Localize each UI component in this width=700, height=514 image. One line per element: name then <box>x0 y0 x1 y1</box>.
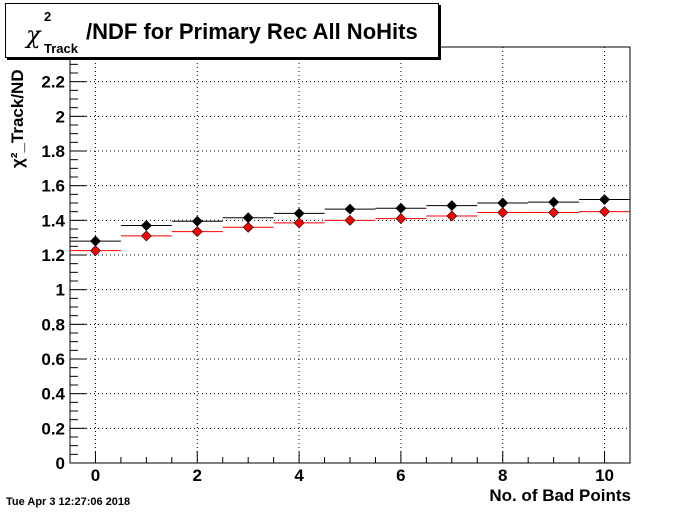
data-point <box>90 235 101 247</box>
data-point <box>395 202 407 214</box>
data-point <box>395 213 407 225</box>
data-marks <box>70 194 630 257</box>
y-axis-label: χ²_Track/ND <box>4 60 44 170</box>
data-point <box>344 203 356 215</box>
data-point <box>140 230 152 242</box>
y-tick-label: 1.6 <box>41 177 65 196</box>
data-point <box>293 207 305 219</box>
title-chi: χ <box>26 21 41 49</box>
title-sup: 2 <box>44 9 52 24</box>
title-main: /NDF for Primary Rec All NoHits <box>86 19 418 44</box>
y-tick-label: 1.4 <box>41 211 65 230</box>
title-sub: Track <box>44 41 78 56</box>
data-point <box>599 206 610 218</box>
y-tick-label: 0.6 <box>41 350 65 369</box>
data-point <box>90 245 101 257</box>
x-tick-label: 6 <box>396 466 405 485</box>
data-point <box>446 210 458 222</box>
data-point <box>242 212 254 224</box>
x-tick-label: 8 <box>498 466 507 485</box>
x-tick-label: 2 <box>193 466 202 485</box>
y-tick-label: 2 <box>56 107 65 126</box>
y-tick-label: 2.2 <box>41 73 65 92</box>
y-tick-label: 0.2 <box>41 419 65 438</box>
x-tick-label: 10 <box>595 466 614 485</box>
y-tick-label: 0.4 <box>41 385 65 404</box>
x-tick-labels: 0 2 4 6 8 10 <box>91 466 614 485</box>
axis-ticks <box>69 46 631 464</box>
grid <box>70 46 630 463</box>
data-point <box>548 196 560 208</box>
y-tick-label: 0 <box>56 454 65 473</box>
y-tick-label: 0.8 <box>41 315 65 334</box>
y-axis-label-text: χ²_Track/ND <box>8 69 27 168</box>
data-point <box>140 220 152 231</box>
data-point <box>242 221 254 233</box>
y-tick-label: 1.8 <box>41 142 65 161</box>
y-tick-labels: 00.20.40.60.811.21.41.61.822.22.4 <box>41 38 65 473</box>
data-point <box>599 194 610 205</box>
x-tick-label: 4 <box>294 466 304 485</box>
timestamp: Tue Apr 3 12:27:06 2018 <box>6 496 131 508</box>
data-point <box>191 215 203 227</box>
y-tick-label: 1.2 <box>41 246 65 265</box>
data-point <box>497 197 509 209</box>
y-tick-label: 1 <box>56 281 65 300</box>
data-point <box>497 207 509 218</box>
x-axis-label: No. of Bad Points <box>489 486 631 505</box>
chart-title: χ 2 Track /NDF for Primary Rec All NoHit… <box>5 3 439 58</box>
data-point <box>344 214 356 226</box>
data-point <box>548 207 560 218</box>
data-point <box>293 217 305 229</box>
data-point <box>446 200 458 212</box>
x-tick-label: 0 <box>91 466 100 485</box>
data-point <box>191 226 203 238</box>
